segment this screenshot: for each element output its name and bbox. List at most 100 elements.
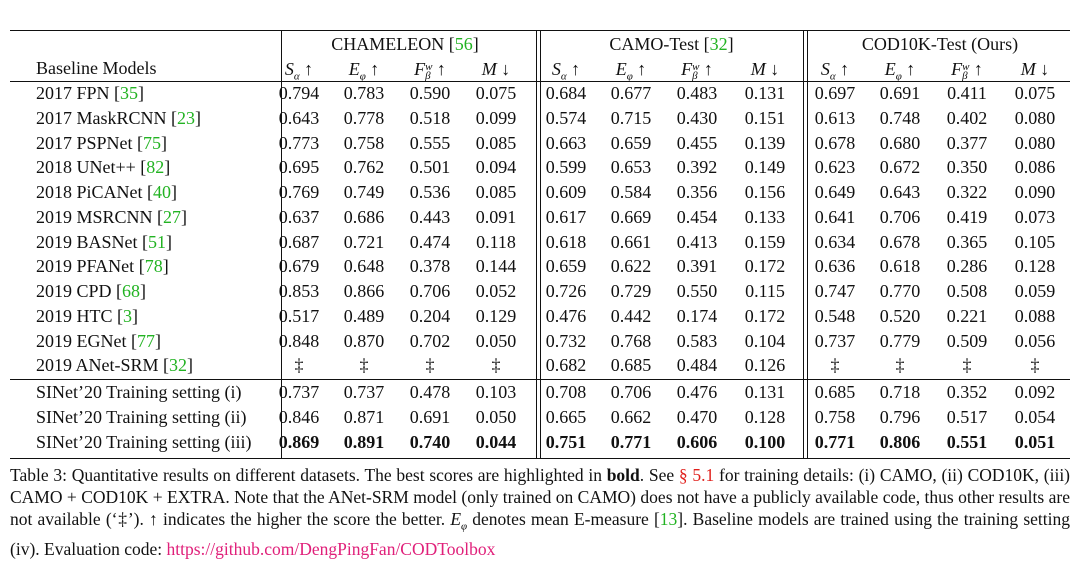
table-cell: 0.059 [1014,281,1056,301]
table-cell: 0.737 [343,382,385,402]
table-cell: 0.419 [946,206,988,227]
citation-link[interactable]: 23 [177,107,196,128]
row-name: 2019 CPD [68] [36,281,147,301]
table-cell: 0.051 [1014,431,1056,452]
table-cell: 0.599 [545,157,587,178]
table-cell: 0.091 [475,206,517,227]
results-table: Baseline Models CHAMELEON [56] CAMO-Test … [10,30,1070,460]
table-cell: 0.606 [676,431,718,452]
citation-link[interactable]: 51 [148,231,167,252]
table-cell: 0.590 [409,83,451,103]
table-cell: 0.548 [814,305,856,326]
table-cell: 0.144 [475,256,517,277]
table-cell: 0.661 [610,231,652,252]
table-cell: 0.748 [879,107,921,128]
table-cell: 0.080 [1014,107,1056,128]
table-cell: 0.391 [676,256,718,277]
table-cell: 0.520 [879,305,921,326]
table-cell: 0.550 [676,281,718,301]
table-cell: 0.430 [676,107,718,128]
citation-link[interactable]: 78 [144,256,163,277]
table-cell: ‡ [425,355,435,376]
ref-link-13[interactable]: 13 [659,509,678,529]
group-ref-link[interactable]: 56 [454,34,473,54]
table-cell: 0.623 [814,157,856,178]
table-cell: 0.870 [343,330,385,351]
metric-header-3: M ↓ [481,59,511,79]
row-name: 2018 PiCANet [40] [36,182,178,202]
table-cell: 0.517 [278,305,320,326]
vline-double-3 [807,31,808,458]
table-cell: 0.672 [879,157,921,178]
citation-link[interactable]: 32 [169,355,188,376]
table-cell: 0.092 [1014,382,1056,402]
table-cell: 0.131 [744,83,786,103]
table-cell: 0.402 [946,107,988,128]
baseline-header: Baseline Models [36,58,157,78]
table-cell: 0.643 [278,107,320,128]
citation-link[interactable]: 68 [122,281,141,301]
table-cell: 0.131 [744,382,786,402]
citation-link[interactable]: 3 [123,305,132,326]
table-cell: 0.413 [676,231,718,252]
table-cell: 0.758 [343,132,385,153]
table-cell: 0.172 [744,305,786,326]
table-cell: 0.691 [879,83,921,103]
evaluation-code-link[interactable]: https://github.com/DengPingFan/CODToolbo… [166,538,496,559]
row-name: 2018 UNet++ [82] [36,157,171,178]
table-cell: 0.686 [343,206,385,227]
table-cell: 0.622 [610,256,652,277]
group-header-0: CHAMELEON [56] [331,34,479,54]
vline-double-1 [540,31,541,458]
table-cell: 0.476 [545,305,587,326]
table-cell: 0.794 [278,83,320,103]
table-cell: 0.634 [814,231,856,252]
table-cell: 0.678 [814,132,856,153]
table-cell: 0.649 [814,182,856,202]
citation-link[interactable]: 77 [136,330,155,351]
table-cell: 0.356 [676,182,718,202]
table-cell: 0.090 [1014,182,1056,202]
e-measure-symbol: Eφ [450,509,468,533]
citation-link[interactable]: 75 [143,132,162,153]
top-rule [10,30,1070,32]
table-cell: 0.536 [409,182,451,202]
group-ref-link[interactable]: 32 [709,34,728,54]
caption-text-3: for training details: (i) CAMO, (ii) COD… [10,465,1071,529]
table-cell: 0.221 [946,305,988,326]
row-name: 2017 PSPNet [75] [36,132,168,153]
table-cell: 0.392 [676,157,718,178]
table-cell: 0.174 [676,305,718,326]
table-cell: 0.126 [744,355,786,376]
table-cell: 0.706 [879,206,921,227]
table-cell: 0.771 [814,431,856,452]
section-link[interactable]: § 5.1 [678,465,715,485]
table-cell: 0.115 [745,281,785,301]
table-cell: 0.489 [343,305,385,326]
table-cell: 0.555 [409,132,451,153]
table-cell: 0.796 [879,406,921,427]
table-cell: 0.695 [278,157,320,178]
table-cell: 0.128 [1014,256,1056,277]
table-cell: 0.770 [879,281,921,301]
citation-link[interactable]: 35 [120,83,139,103]
table-cell: 0.665 [545,406,587,427]
citation-link[interactable]: 27 [163,206,182,227]
table-cell: 0.773 [278,132,320,153]
table-cell: 0.075 [475,83,517,103]
table-cell: 0.768 [610,330,652,351]
table-cell: 0.442 [610,305,652,326]
table-cell: 0.678 [879,231,921,252]
table-cell: 0.853 [278,281,320,301]
table-cell: 0.443 [409,206,451,227]
table-cell: 0.721 [343,231,385,252]
row-name: 2019 PFANet [78] [36,256,169,277]
citation-link[interactable]: 82 [146,157,165,178]
table-cell: 0.740 [409,431,451,452]
table-cell: 0.641 [814,206,856,227]
table-cell: 0.697 [814,83,856,103]
table-cell: 0.286 [946,256,988,277]
caption-label: Table 3: [10,465,67,485]
row-name: 2019 ANet-SRM [32] [36,355,194,376]
citation-link[interactable]: 40 [153,182,172,202]
